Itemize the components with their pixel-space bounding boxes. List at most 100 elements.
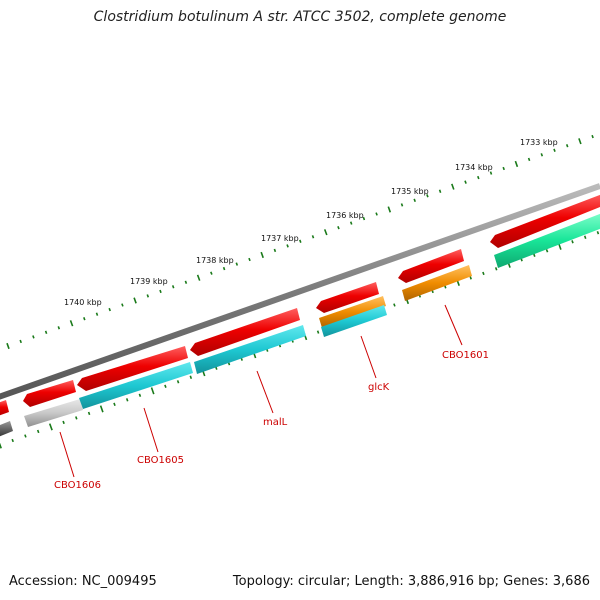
outer-tick-30 [387,206,392,213]
gene-label-glcK: glcK [368,382,390,393]
outer-tick-5 [69,320,74,327]
gene-glcK[interactable] [319,296,386,328]
leader-cbo1606 [59,431,75,478]
tick-label-1740: 1740 kbp [64,298,102,307]
inner-tick-47 [596,231,600,235]
inner-tick-10 [125,398,129,402]
inner-tick-38 [482,271,485,276]
tick-label-1733: 1733 kbp [520,138,558,147]
outer-tick-35 [451,183,455,190]
outer-tick-36 [464,180,467,184]
outer-tick-18 [235,262,239,266]
outer-tick-40 [514,160,519,168]
gene-reverse-green[interactable] [494,212,600,268]
inner-tick-39 [494,267,498,271]
inner-tick-6 [75,416,78,420]
inner-tick-4 [48,423,53,431]
outer-tick-10 [133,297,137,304]
outer-tick-3 [44,330,48,335]
reverse-strand-genes [0,212,600,437]
outer-tick-7 [95,312,99,316]
outer-tick-34 [438,189,442,193]
inner-tick-45 [571,240,574,244]
leader-glcK [360,335,377,379]
gene-reverse-dark[interactable] [0,421,13,437]
outer-tick-43 [553,148,556,152]
gene-label-lines [59,304,463,478]
gene-malL[interactable] [194,325,306,374]
tick-label-1735: 1735 kbp [391,187,429,196]
gene-label-cbo1605: CBO1605 [137,455,184,466]
outer-tick-42 [540,153,544,157]
tick-label-1737: 1737 kbp [261,234,299,243]
inner-tick-12 [150,387,155,395]
outer-tick-6 [83,317,86,321]
inner-tick-5 [62,420,65,425]
leader-cbo1601 [444,304,463,346]
outer-tick-46 [591,134,594,139]
gene-cbo1605[interactable] [79,362,193,409]
outer-tick-15 [196,274,201,281]
outer-tick-22 [286,244,289,248]
outer-tick-4 [57,326,61,330]
tick-labels: 1733 kbp 1734 kbp 1735 kbp 1736 kbp 1737… [64,138,558,307]
gene-forward-1[interactable] [0,400,9,416]
gene-label-cbo1606: CBO1606 [54,480,101,491]
outer-tick-39 [502,166,505,171]
outer-tick-0 [6,342,10,350]
accession-text: Accession: NC_009495 [9,574,157,589]
outer-tick-28 [362,216,366,221]
outer-tick-21 [273,248,277,253]
gene-forward-5[interactable] [316,282,379,313]
inner-tick-42 [533,253,536,257]
gene-forward-7[interactable] [490,193,600,248]
gene-labels: CBO1601 glcK malL CBO1605 CBO1606 [54,350,489,491]
outer-tick-16 [210,271,213,275]
outer-tick-38 [489,171,493,175]
inner-tick-13 [164,384,167,388]
outer-tick-11 [146,294,150,298]
leader-cbo1605 [143,407,159,453]
outer-tick-33 [426,194,429,198]
gene-forward-4[interactable] [190,308,300,356]
outer-tick-17 [222,266,226,271]
gene-label-cbo1601: CBO1601 [442,350,489,361]
inner-tick-43 [545,249,549,253]
gene-forward-6[interactable] [398,249,464,283]
inner-tick-1 [11,438,14,443]
inner-tick-15 [189,375,193,379]
gene-forward-2[interactable] [23,380,76,407]
outer-tick-1 [19,339,22,344]
outer-tick-27 [349,221,353,225]
inner-tick-14 [176,380,180,384]
page-title: Clostridium botulinum A str. ATCC 3502, … [93,9,507,25]
outer-tick-26 [337,226,340,230]
outer-tick-24 [311,235,315,239]
outer-tick-25 [323,229,328,236]
inner-tick-0 [0,442,2,449]
inner-tick-25 [316,330,320,334]
outer-tick-14 [184,280,188,284]
outer-tick-20 [260,251,264,259]
genome-summary-text: Topology: circular; Length: 3,886,916 bp… [232,574,590,589]
gene-cbo1601[interactable] [402,265,472,301]
outer-tick-44 [565,144,569,148]
inner-tick-3 [36,429,40,434]
tick-label-1739: 1739 kbp [130,277,168,286]
outer-tick-37 [477,175,480,180]
inner-tick-37 [469,276,472,280]
outer-tick-29 [375,212,378,216]
outer-tick-45 [578,138,582,145]
inner-tick-46 [583,235,587,239]
outer-tick-31 [400,203,404,207]
gene-glcK-partner[interactable] [321,305,387,337]
gene-forward-3[interactable] [77,346,188,391]
outer-tick-8 [108,307,111,312]
gene-label-malL: malL [263,417,288,428]
gene-cbo1606[interactable] [24,399,83,427]
outer-tick-12 [159,289,162,294]
genome-backbone [0,183,600,400]
leader-malL [256,370,274,414]
outer-tick-9 [121,303,124,307]
tick-label-1738: 1738 kbp [196,256,234,265]
